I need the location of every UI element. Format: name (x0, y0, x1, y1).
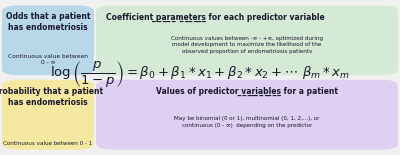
FancyBboxPatch shape (2, 80, 94, 150)
Text: Continuous value between 0 - 1: Continuous value between 0 - 1 (3, 141, 93, 146)
Text: Probability that a patient
has endometriosis: Probability that a patient has endometri… (0, 87, 103, 107)
Text: $\log\left(\dfrac{p}{1-p}\right) = \beta_0 + \beta_1 * x_1 + \beta_2 * x_2 + \cd: $\log\left(\dfrac{p}{1-p}\right) = \beta… (50, 60, 350, 90)
Text: Coefficient ̲p̲a̲r̲a̲m̲e̲t̲e̲r̲s̲ for each predictor variable: Coefficient ̲p̲a̲r̲a̲m̲e̲t̲e̲r̲s̲ for ea… (106, 12, 325, 22)
Text: Values of predictor ̲v̲a̲r̲i̲a̲b̲l̲e̲s̲ for a patient: Values of predictor ̲v̲a̲r̲i̲a̲b̲l̲e̲s̲ … (156, 87, 338, 96)
FancyBboxPatch shape (96, 80, 398, 150)
Text: Continuous value between
0 - ∞: Continuous value between 0 - ∞ (8, 54, 88, 65)
Text: Odds that a patient
has endometriosis: Odds that a patient has endometriosis (6, 12, 90, 33)
FancyBboxPatch shape (96, 5, 398, 75)
Text: May be binomial (0 or 1), multinomial (0, 1, 2,...), or
continuous (0 - ∞)  depe: May be binomial (0 or 1), multinomial (0… (174, 116, 320, 128)
Text: Continuous values between -∞ - +∞, optimized during
model development to maximiz: Continuous values between -∞ - +∞, optim… (171, 36, 323, 54)
FancyBboxPatch shape (2, 5, 94, 75)
